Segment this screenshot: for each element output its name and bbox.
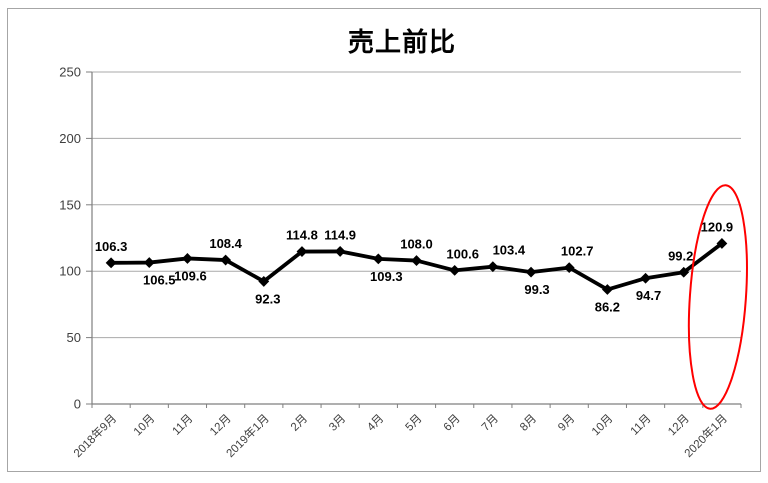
data-point-marker [143,257,155,268]
data-label: 99.3 [524,282,549,297]
data-label: 99.2 [668,248,693,263]
data-point-marker [220,254,232,266]
y-tick-label: 250 [59,65,81,80]
x-tick-label: 11月 [170,413,195,438]
x-tick-label: 9月 [556,413,577,434]
data-label: 94.7 [636,288,661,303]
x-tick-label: 2月 [289,413,310,434]
x-tick-label: 8月 [518,413,539,434]
data-point-marker [449,265,461,276]
data-label: 109.6 [174,268,207,283]
data-point-marker [334,246,346,257]
data-point-marker [563,262,575,274]
y-tick-label: 150 [59,197,81,212]
data-label: 108.4 [209,236,242,251]
data-label: 103.4 [493,243,526,258]
data-label: 92.3 [255,291,280,306]
data-label: 120.9 [701,219,734,234]
data-label: 106.3 [95,239,128,254]
x-tick-label: 2018年9月 [70,411,119,460]
data-point-marker [640,272,651,284]
y-tick-label: 200 [59,131,81,146]
data-point-marker [105,257,117,269]
x-tick-label: 10月 [590,413,616,439]
data-point-marker [372,253,384,265]
data-point-marker [716,238,728,249]
data-label: 102.7 [561,244,594,259]
data-label: 86.2 [595,300,620,315]
y-tick-label: 100 [59,264,81,279]
x-tick-label: 6月 [442,413,463,434]
data-label: 114.8 [286,228,318,243]
x-tick-label: 12月 [666,413,692,439]
x-tick-label: 5月 [403,413,424,434]
data-label: 106.5 [143,273,176,288]
chart-border-frame [7,8,761,472]
data-label: 100.6 [446,246,479,261]
data-label: 114.9 [324,227,356,242]
x-tick-label: 12月 [208,413,234,439]
data-point-marker [601,284,613,295]
chart-title: 売上前比 [347,27,456,57]
data-label: 109.3 [370,269,403,284]
highlight-ellipse [687,184,748,410]
data-label: 108.0 [400,237,433,252]
data-point-marker [258,276,270,287]
y-tick-label: 0 [74,397,81,412]
data-point-marker [182,253,193,264]
x-tick-label: 11月 [629,413,654,438]
data-point-marker [411,255,422,266]
data-point-marker [525,266,537,278]
data-point-marker [487,261,499,273]
data-point-marker [678,266,690,278]
x-tick-label: 10月 [132,413,158,439]
y-tick-label: 50 [67,330,81,345]
x-tick-label: 7月 [480,413,501,434]
x-tick-label: 3月 [327,413,348,434]
x-tick-label: 4月 [365,413,386,434]
data-point-marker [296,246,308,257]
